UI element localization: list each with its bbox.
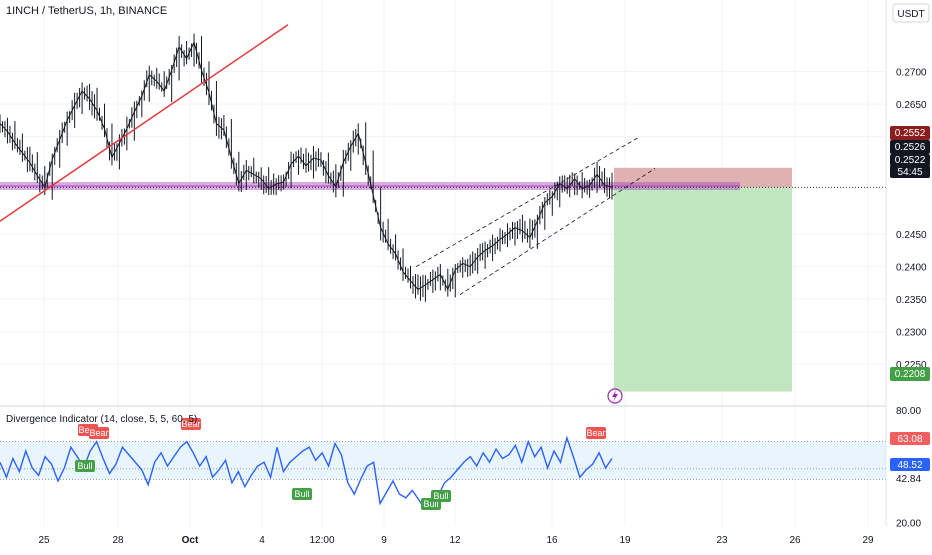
grid-layer: [0, 0, 886, 526]
indicator-current-text: 48.52: [897, 460, 922, 471]
indicator-line: [0, 435, 613, 511]
indicator-tick-label: 80.00: [896, 406, 921, 417]
entry-price-tag: 0.2522: [890, 154, 930, 166]
signal-badge-bg: [75, 460, 95, 472]
signal-badge-label: Bear: [586, 428, 605, 438]
time-tick-label: 9: [381, 535, 387, 546]
signal-badge-bg: [181, 418, 201, 430]
signal-badge-label: Bear: [78, 425, 97, 435]
stop-price-text: 0.2552: [895, 128, 926, 139]
channel-upper[interactable]: [415, 136, 641, 268]
indicator-upper-tag: 63.08: [890, 432, 930, 445]
signal-badge-label: Bull: [433, 491, 448, 501]
signal-badge-bg: [431, 490, 451, 502]
indicator-band-fill: [0, 441, 886, 480]
stop-price-tag: 0.2552: [890, 126, 930, 140]
time-tick-label: 29: [862, 535, 874, 546]
time-tick-label: 26: [789, 535, 801, 546]
bull-signal-badge: Bull: [292, 488, 312, 500]
price-tick-label: 0.2650: [896, 100, 927, 111]
bear-signal-badge: Bear: [586, 427, 606, 439]
countdown-text: 54:45: [897, 167, 922, 178]
time-tick-label: 12: [449, 535, 461, 546]
price-tick-label: 0.2700: [896, 68, 927, 79]
indicator-tick-label: 20.00: [896, 518, 921, 529]
current-price-tag: 0.2526: [890, 140, 930, 154]
currency-label: USDT: [897, 9, 924, 20]
signal-badge-label: Bull: [77, 461, 92, 471]
bear-signal-badge: Bear: [181, 418, 201, 430]
target-price-tag: 0.2208: [890, 367, 930, 381]
countdown-tag: 54:45: [890, 165, 930, 178]
current-price-text: 0.2526: [895, 142, 926, 153]
price-tick-label: 0.2350: [896, 295, 927, 306]
channel-lower[interactable]: [459, 168, 656, 295]
bull-signal-badge: Bull: [75, 460, 95, 472]
stop-loss-zone: [614, 167, 792, 188]
entry-price-text: 0.2522: [895, 155, 926, 166]
indicator-scale[interactable]: 80.00 20.00: [896, 406, 921, 530]
signal-badge-bg: [89, 427, 109, 439]
time-tick-label: Oct: [182, 535, 199, 546]
signal-badge-label: Bull: [423, 499, 438, 509]
signal-badge-label: Bull: [294, 489, 309, 499]
time-tick-label: 16: [546, 535, 558, 546]
bull-signal-badge: Bull: [431, 490, 451, 502]
zone-layer: [0, 167, 886, 392]
indicator-series: [0, 435, 613, 511]
indicator-lower-value: 42.84: [896, 474, 921, 485]
price-tick-label: 0.2400: [896, 263, 927, 274]
time-tick-label: 19: [619, 535, 631, 546]
signal-badge-bg: [292, 488, 312, 500]
price-scale[interactable]: 0.27000.26500.26000.24500.24000.23500.23…: [896, 68, 927, 372]
time-tick-label: 25: [38, 535, 50, 546]
trendline[interactable]: [0, 24, 289, 222]
symbol-title[interactable]: 1INCH / TetherUS, 1h, BINANCE: [6, 5, 167, 17]
price-tick-label: 0.2450: [896, 230, 927, 241]
time-scale[interactable]: 25 28 Oct 4 12:00 9 12 16 19 23 26 29: [38, 535, 874, 546]
lightning-icon[interactable]: [607, 388, 623, 404]
time-tick-label: 4: [259, 535, 265, 546]
signal-badge-label: Bear: [89, 428, 108, 438]
price-tick-label: 0.2250: [896, 360, 927, 371]
indicator-title[interactable]: Divergence Indicator (14, close, 5, 5, 6…: [6, 414, 197, 425]
signal-badge-label: Bear: [181, 419, 200, 429]
time-tick-label: 12:00: [309, 535, 334, 546]
currency-box[interactable]: [892, 3, 930, 23]
drawing-layer[interactable]: [0, 24, 656, 295]
indicator-upper-text: 63.08: [897, 434, 922, 445]
indicator-current-tag: 48.52: [890, 458, 930, 471]
bear-signal-badge: Bear: [89, 427, 109, 439]
price-tick-label: 0.2300: [896, 328, 927, 339]
take-profit-zone: [614, 187, 792, 392]
indicator-band: [0, 440, 886, 480]
time-tick-label: 23: [716, 535, 728, 546]
price-series: [0, 33, 613, 302]
target-price-text: 0.2208: [895, 369, 926, 380]
price-line: [0, 40, 613, 291]
signal-badge-bg: [586, 427, 606, 439]
time-tick-label: 28: [112, 535, 124, 546]
